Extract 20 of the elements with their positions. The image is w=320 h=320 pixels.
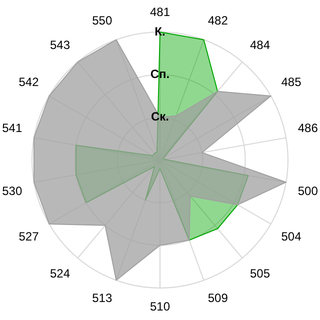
spoke-label: 505 [250,266,270,281]
spoke-label: 504 [281,230,302,244]
spoke-label: 482 [208,14,228,28]
spoke-label: 509 [208,291,228,306]
spoke-label: 543 [50,38,70,52]
spoke-label: 530 [2,184,22,198]
spoke-label: 524 [50,266,70,281]
spoke-label: 485 [281,75,302,90]
spoke-label: 542 [18,75,40,90]
y-tick-label: Ск. [150,110,170,124]
y-tick-label: К. [154,24,166,38]
spoke-label: 510 [150,299,170,314]
spoke-label: 527 [18,230,40,244]
spoke-label: 541 [2,120,22,135]
spoke-label: 500 [298,184,318,198]
spoke-label: 481 [150,5,170,20]
spoke-label: 486 [298,120,318,135]
spoke-label: 513 [92,291,112,306]
spoke-label: 484 [250,38,270,52]
spoke-label: 550 [92,14,112,28]
